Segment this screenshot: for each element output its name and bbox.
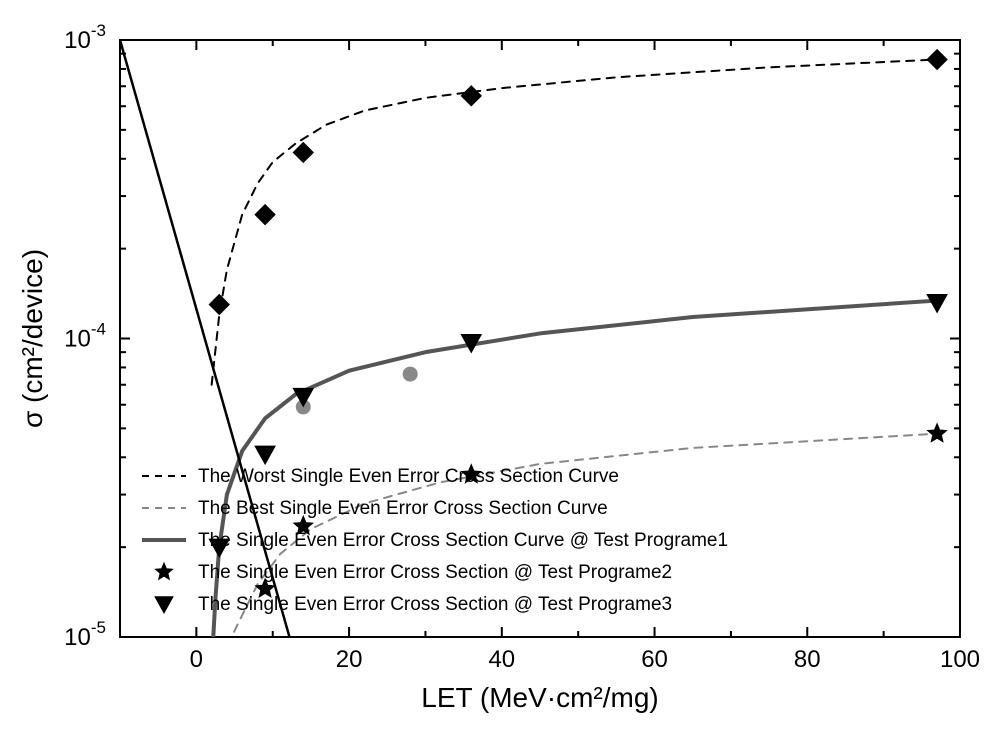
- legend-label: The Best Single Even Error Cross Section…: [198, 498, 608, 519]
- x-tick-label: 100: [940, 646, 980, 673]
- legend-label: The Single Even Error Cross Section Curv…: [198, 530, 728, 551]
- legend-label: The Single Even Error Cross Section @ Te…: [198, 594, 672, 615]
- x-tick-label: 80: [794, 646, 821, 673]
- x-tick-label: 20: [336, 646, 363, 673]
- x-axis-label: LET (MeV·cm²/mg): [421, 682, 659, 713]
- chart: 020406080100LET (MeV·cm²/mg)10-510-410-3…: [0, 0, 1000, 737]
- legend-label: The Single Even Error Cross Section @ Te…: [198, 562, 672, 583]
- x-tick-label: 0: [190, 646, 203, 673]
- legend-label: The Worst Single Even Error Cross Sectio…: [198, 466, 619, 487]
- y-axis-label: σ (cm²/device): [17, 249, 48, 428]
- chart-container: 020406080100LET (MeV·cm²/mg)10-510-410-3…: [0, 0, 1000, 737]
- x-tick-label: 60: [641, 646, 668, 673]
- x-tick-label: 40: [488, 646, 515, 673]
